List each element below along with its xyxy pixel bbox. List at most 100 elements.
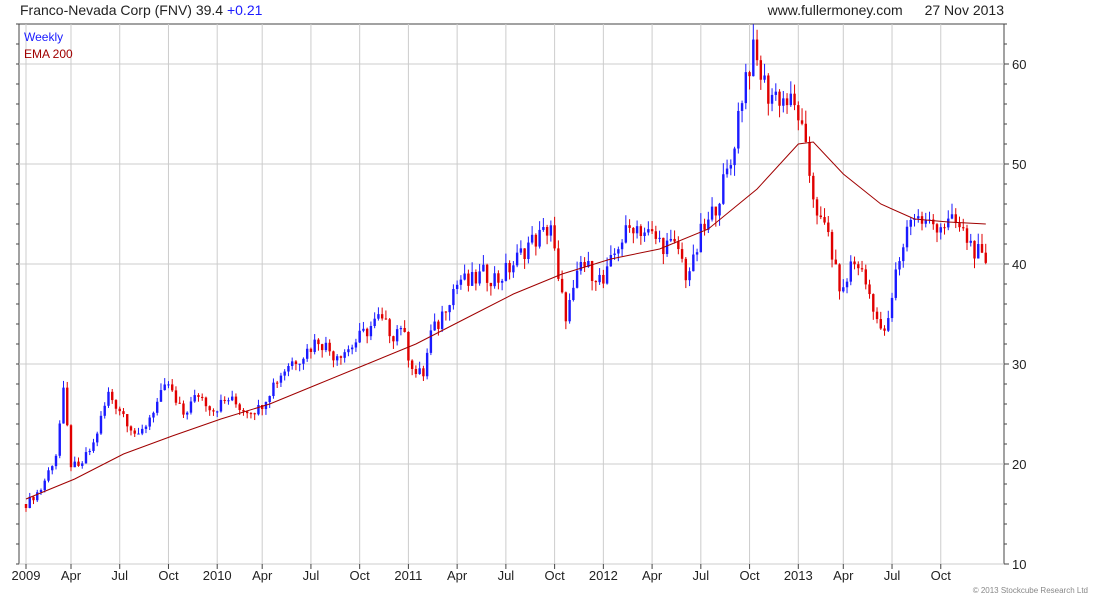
chart-header-meta: www.fullermoney.com 27 Nov 2013 [768, 2, 1004, 18]
candle-body [73, 461, 76, 468]
candle-body [572, 287, 575, 300]
candle-body [804, 123, 807, 142]
candle-body [39, 490, 43, 493]
candle-body [508, 262, 511, 273]
candle-body [823, 217, 826, 223]
candle-body [111, 391, 114, 401]
candle-body [797, 105, 800, 121]
candle-body [320, 344, 324, 351]
candle-body [186, 412, 189, 415]
candle-body [744, 72, 748, 104]
candle-body [347, 349, 350, 353]
candle-body [227, 400, 230, 402]
candle-body [36, 492, 39, 501]
candle-body [538, 229, 541, 247]
candle-body [834, 259, 837, 265]
candle-body [898, 261, 901, 270]
x-tick-label: Apr [833, 568, 854, 583]
candle-body [384, 318, 388, 320]
x-axis: 2009 Apr Jul Oct 2010 Apr Jul Oct 2011 Apr Jul Oct 2… [12, 564, 951, 583]
source-site: www.fullermoney.com [767, 2, 903, 18]
candle-body [605, 266, 609, 284]
candle-body [478, 271, 481, 284]
candle-body [703, 223, 706, 230]
candle-body [208, 406, 211, 411]
candle-body [279, 375, 283, 383]
x-tick-label: Apr [61, 568, 82, 583]
candle-body [729, 165, 733, 169]
candle-body [126, 414, 129, 427]
candle-body [148, 417, 151, 427]
candle-body [890, 297, 894, 319]
candle-body [932, 219, 935, 225]
legend-weekly: Weekly [24, 30, 63, 44]
candle-body [47, 470, 50, 481]
candle-body [583, 261, 586, 267]
candle-body [613, 253, 616, 256]
candle-body [365, 328, 369, 337]
candle-body [639, 226, 643, 237]
candle-body [32, 496, 35, 501]
candle-body [395, 329, 399, 342]
candle-body [260, 405, 264, 410]
candle-body [482, 264, 485, 272]
candle-body [485, 264, 489, 283]
candle-body [733, 148, 736, 166]
candle-body [373, 318, 376, 326]
candle-body [204, 397, 208, 407]
candle-body [392, 336, 395, 342]
copyright-notice: © 2013 Stockcube Research Ltd [972, 586, 1088, 595]
price-change: +0.21 [226, 2, 263, 18]
candle-body [774, 91, 778, 95]
candle-body [122, 411, 125, 415]
candle-body [358, 330, 361, 343]
x-tick-label: Jul [303, 568, 320, 583]
candle-body [309, 348, 313, 352]
candle-body [684, 258, 688, 281]
candle-body [178, 402, 181, 404]
candle-body [305, 348, 309, 359]
candle-body [534, 234, 538, 247]
candle-body [718, 203, 721, 216]
candle-body [54, 455, 58, 467]
candle-body [440, 311, 444, 329]
candle-body [24, 504, 28, 508]
candle-body [193, 395, 196, 402]
candle-body [414, 369, 418, 375]
candle-body [707, 219, 710, 230]
x-tick-label: Oct [739, 568, 760, 583]
candle-body [725, 168, 729, 175]
candle-body [448, 305, 451, 313]
candle-body [602, 274, 605, 284]
candle-body [144, 426, 148, 429]
candle-body [763, 75, 766, 80]
candle-body [523, 248, 526, 259]
candle-body [399, 328, 403, 330]
candle-body [249, 413, 253, 415]
candle-body [489, 282, 493, 287]
candle-body [635, 226, 639, 234]
candle-body [474, 272, 478, 284]
candle-body [830, 232, 834, 260]
candle-body [437, 321, 440, 329]
candle-body [692, 254, 695, 272]
candle-body [665, 240, 669, 255]
candle-body [107, 391, 110, 406]
candle-body [43, 480, 46, 491]
candle-body [748, 72, 751, 77]
candle-body [470, 272, 474, 286]
candle-body [69, 425, 73, 468]
candle-body [313, 339, 316, 352]
candle-body [324, 342, 328, 351]
candle-body [778, 91, 781, 106]
candle-body [770, 94, 774, 104]
candle-body [174, 390, 178, 403]
candle-body [234, 396, 238, 405]
candle-body [467, 273, 470, 286]
candle-body [647, 229, 650, 233]
candle-body [785, 98, 789, 106]
candle-body [81, 463, 84, 466]
candle-body [658, 237, 661, 239]
candle-body [133, 430, 136, 434]
